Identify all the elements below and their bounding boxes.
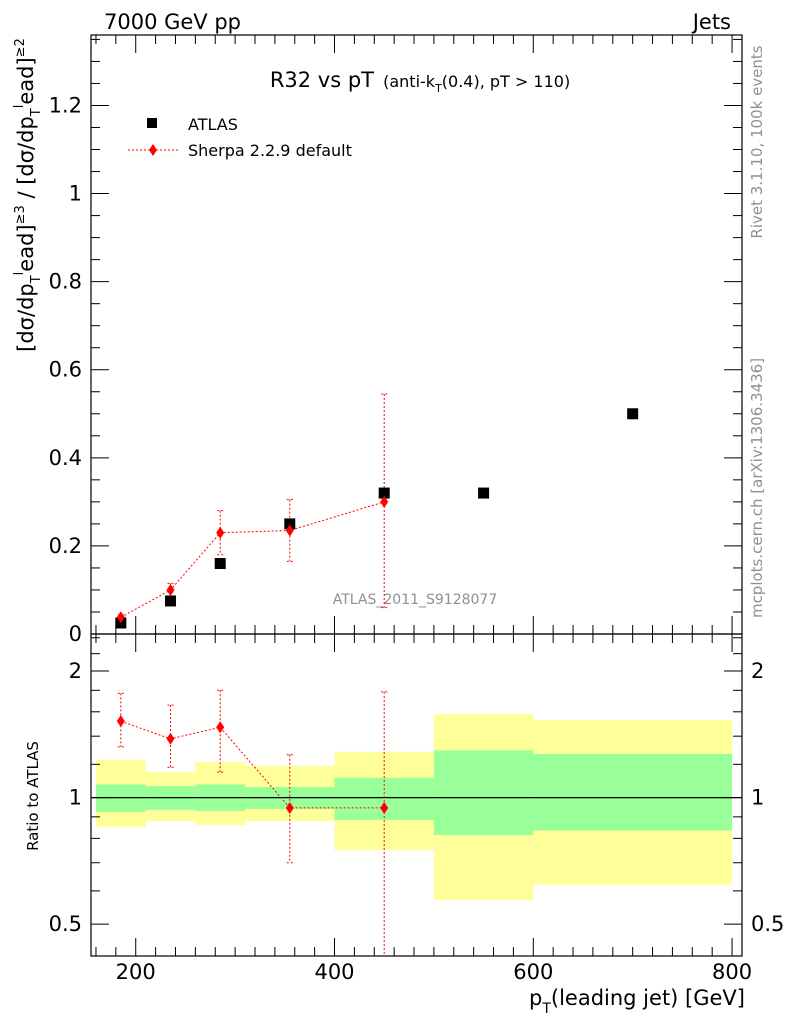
ratio-sherpa-line (120, 720, 385, 809)
analysis-watermark: ATLAS_2011_S9128077 (333, 592, 498, 608)
legend: ATLAS Sherpa 2.2.9 default (128, 115, 352, 160)
atlas-data-point (627, 408, 639, 420)
ratio-green-band (433, 750, 534, 835)
ratio-y-tick-label: 0.5 (49, 912, 82, 936)
header-category: Jets (691, 10, 731, 34)
legend-atlas-marker (147, 118, 157, 128)
ratio-plot-frame (90, 633, 743, 957)
ratio-y-axis-label: Ratio to ATLAS (24, 741, 42, 851)
ratio-data-points (116, 689, 389, 956)
y-tick-label: 1.2 (49, 93, 82, 117)
ratio-sherpa-point (166, 732, 175, 745)
legend-atlas-label: ATLAS (188, 115, 238, 134)
x-tick-label: 400 (314, 960, 354, 984)
atlas-data-point (378, 487, 390, 499)
sherpa-data-point (380, 495, 389, 508)
y-tick-label: 0.2 (49, 534, 82, 558)
sherpa-data-point (166, 583, 175, 596)
y-tick-label: 0.8 (49, 270, 82, 294)
rivet-version-label: Rivet 3.1.10, 100k events (748, 45, 766, 238)
ratio-axis-ticks: 0.5 0.5 1 1 2 2 200 400 600 800 (49, 634, 784, 984)
ratio-y-tick-label-right: 1 (751, 786, 764, 810)
ratio-y-tick-label-right: 0.5 (751, 912, 784, 936)
main-y-axis-label: [dσ/dpTlead]≥3 / [dσ/dpTlead]≥2 (12, 38, 44, 352)
ratio-green-band (533, 753, 733, 831)
header-collision: 7000 GeV pp (104, 10, 241, 34)
atlas-data-point (165, 595, 177, 607)
legend-sherpa-marker (149, 144, 157, 156)
plot-title: R32 vs pT (anti-kT(0.4), pT > 110) (270, 68, 570, 95)
ratio-sherpa-point (380, 801, 389, 814)
y-tick-label: 0 (69, 622, 82, 646)
y-tick-label: 0.4 (49, 446, 82, 470)
y-tick-label: 1 (69, 182, 82, 206)
legend-sherpa-label: Sherpa 2.2.9 default (188, 141, 352, 160)
mcplots-label: mcplots.cern.ch [arXiv:1306.3436] (748, 358, 766, 618)
atlas-data-point (478, 487, 490, 499)
ratio-y-tick-label: 1 (69, 786, 82, 810)
sherpa-data-point (285, 524, 294, 537)
atlas-data-point (284, 518, 296, 530)
ratio-y-tick-label-right: 2 (751, 659, 764, 683)
sherpa-data-point (216, 526, 225, 539)
ratio-sherpa-point (285, 801, 294, 814)
ratio-uncertainty-bands (91, 714, 742, 901)
ratio-y-tick-label: 2 (69, 659, 82, 683)
x-tick-label: 800 (712, 960, 752, 984)
y-tick-label: 0.6 (49, 358, 82, 382)
main-axis-ticks: 0 0.2 0.4 0.6 0.8 1 1.2 (49, 35, 742, 646)
sherpa-data-point (116, 611, 125, 624)
atlas-data-point (214, 558, 226, 570)
x-tick-label: 600 (513, 960, 553, 984)
ratio-sherpa-point (116, 715, 125, 728)
x-tick-label: 200 (116, 960, 156, 984)
x-axis-label: pT(leading jet) [GeV] (529, 986, 745, 1017)
main-data-points (115, 393, 639, 629)
ratio-sherpa-point (216, 721, 225, 734)
